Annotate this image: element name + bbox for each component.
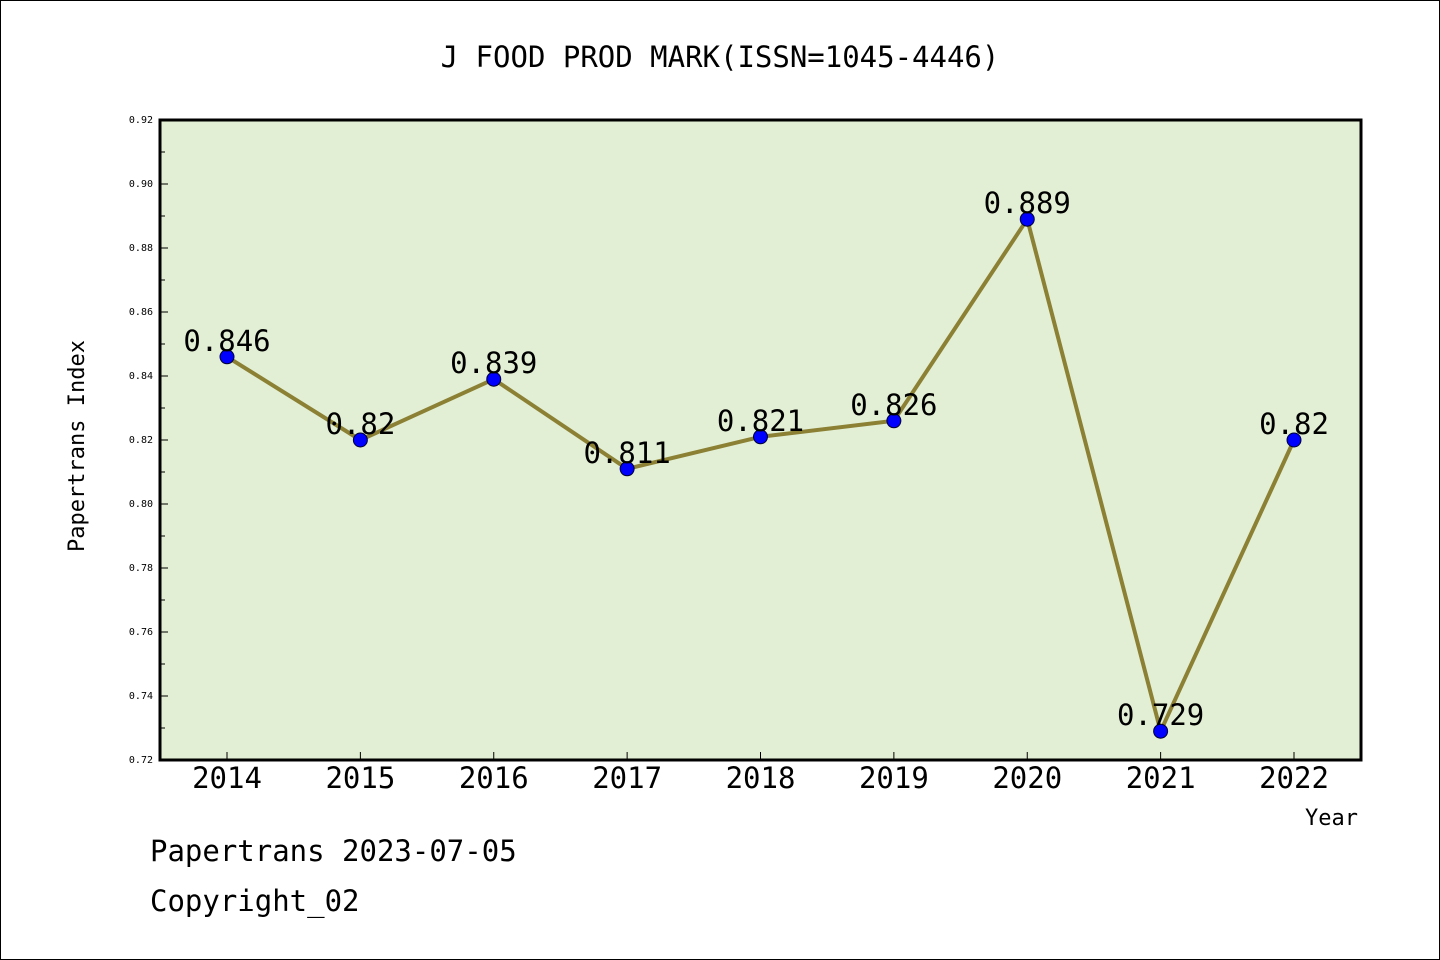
data-label: 0.889: [984, 186, 1071, 220]
data-label: 0.82: [325, 407, 395, 441]
y-tick-label: 0.92: [129, 115, 153, 126]
y-tick-label: 0.82: [129, 435, 153, 446]
data-label: 0.846: [183, 324, 270, 358]
x-tick-label: 2016: [459, 761, 529, 795]
footer-date: Papertrans 2023-07-05: [150, 834, 517, 868]
data-label: 0.729: [1117, 698, 1204, 732]
data-label: 0.82: [1259, 407, 1329, 441]
data-point: [352, 432, 368, 448]
y-tick-label: 0.84: [129, 371, 153, 382]
y-tick-label: 0.90: [129, 179, 153, 190]
x-tick-label: 2021: [1126, 761, 1196, 795]
data-point: [1019, 211, 1035, 227]
x-axis-label: Year: [1305, 806, 1358, 831]
chart-title: J FOOD PROD MARK(ISSN=1045-4446): [441, 40, 1000, 74]
y-tick-label: 0.76: [129, 627, 153, 638]
x-tick-label: 2019: [859, 761, 929, 795]
y-tick-label: 0.86: [129, 307, 153, 318]
y-tick-label: 0.80: [129, 499, 153, 510]
data-label: 0.821: [717, 404, 804, 438]
data-point: [1286, 432, 1302, 448]
data-point: [219, 349, 235, 365]
x-tick-label: 2022: [1259, 761, 1329, 795]
y-axis-label: Papertrans Index: [65, 340, 90, 552]
data-label: 0.826: [850, 388, 937, 422]
data-point: [1153, 723, 1169, 739]
data-point: [886, 413, 902, 429]
x-axis: 2014 2015 2016 2017 2018 2019 2020 2021 2022: [192, 752, 1329, 795]
x-tick-label: 2014: [192, 761, 262, 795]
data-point: [486, 371, 502, 387]
y-axis: 0.72 0.74 0.76 0.78 0.80 0.82 0.84 0.86 0.88 0.90…: [129, 115, 168, 766]
x-tick-label: 2015: [325, 761, 395, 795]
y-tick-label: 0.78: [129, 563, 153, 574]
x-tick-label: 2020: [992, 761, 1062, 795]
data-label: 0.839: [450, 346, 537, 380]
data-point: [753, 429, 768, 445]
y-tick-label: 0.88: [129, 243, 153, 254]
y-tick-label: 0.74: [129, 691, 153, 702]
footer-copyright: Copyright_02: [150, 884, 360, 918]
x-tick-label: 2017: [592, 761, 662, 795]
series-group: 0.846 0.82 0.839 0.811 0.821 0.826 0.889 0.729 0…: [183, 186, 1329, 739]
y-tick-label: 0.72: [129, 755, 153, 766]
data-point: [619, 461, 635, 477]
data-label: 0.811: [583, 436, 670, 470]
x-tick-label: 2018: [726, 761, 796, 795]
